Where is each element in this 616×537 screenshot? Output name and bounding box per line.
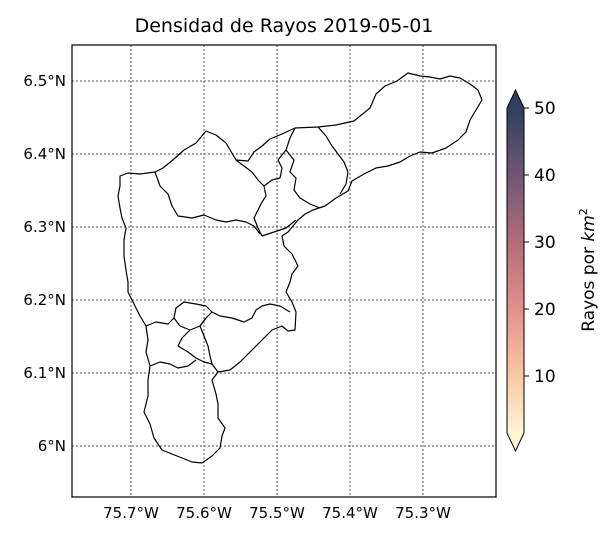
- colorbar: 10 20 30 40 50 Rayos por km2: [506, 88, 599, 453]
- colorbar-max-extend: [507, 90, 524, 108]
- division-line: [285, 149, 321, 209]
- lat-tick-label: 6.1°N: [23, 364, 66, 382]
- lon-tick-label: 75.5°W: [249, 504, 305, 522]
- colorbar-label-unit: km: [579, 215, 599, 241]
- colorbar-tick-label: 20: [534, 300, 556, 320]
- colorbar-min-extend: [507, 433, 524, 451]
- lat-tick-label: 6.4°N: [23, 145, 66, 163]
- lat-tick-label: 6.3°N: [23, 218, 66, 236]
- division-line: [173, 311, 213, 331]
- colorbar-ticks: [524, 107, 529, 377]
- colorbar-tick-label: 10: [534, 367, 556, 387]
- map-title: Densidad de Rayos 2019-05-01: [135, 15, 434, 37]
- colorbar-label-exp: 2: [577, 208, 590, 215]
- map-panel: [72, 45, 496, 497]
- colorbar-tick-label: 30: [534, 233, 556, 253]
- colorbar-tick-label: 40: [534, 166, 556, 186]
- gridlines: [72, 45, 496, 497]
- division-line: [177, 329, 213, 365]
- colorbar-gradient: [507, 108, 524, 433]
- colorbar-label-prefix: Rayos por: [579, 242, 599, 332]
- division-line: [235, 159, 267, 237]
- lon-tick-label: 75.3°W: [395, 504, 451, 522]
- lat-tick-labels: 6.5°N 6.4°N 6.3°N 6.2°N 6.1°N 6°N: [23, 72, 66, 455]
- division-line: [261, 219, 297, 237]
- division-line: [263, 127, 296, 187]
- lat-tick-label: 6.2°N: [23, 291, 66, 309]
- division-line: [317, 126, 349, 195]
- municipality-boundaries: [117, 72, 483, 464]
- division-line: [145, 301, 291, 327]
- lat-tick-label: 6.5°N: [23, 72, 66, 90]
- lat-tick-label: 6°N: [38, 437, 66, 455]
- lon-tick-label: 75.7°W: [103, 504, 159, 522]
- lon-tick-label: 75.6°W: [176, 504, 232, 522]
- division-line: [149, 359, 197, 369]
- colorbar-label: Rayos por km2: [577, 208, 599, 332]
- colorbar-tick-label: 50: [534, 99, 556, 119]
- division-line: [154, 171, 261, 235]
- lon-tick-label: 75.4°W: [322, 504, 378, 522]
- lon-tick-labels: 75.7°W 75.6°W 75.5°W 75.4°W 75.3°W: [103, 504, 451, 522]
- map-frame: [71, 44, 497, 498]
